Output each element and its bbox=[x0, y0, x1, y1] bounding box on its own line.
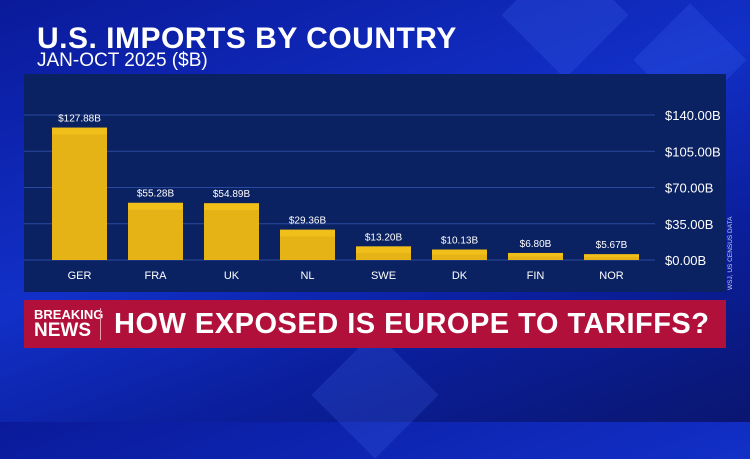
value-label: $5.67B bbox=[596, 240, 628, 251]
value-label: $29.36B bbox=[289, 216, 327, 227]
news-label: NEWS bbox=[34, 320, 91, 341]
value-label: $10.13B bbox=[441, 236, 479, 247]
value-label: $127.88B bbox=[58, 114, 101, 125]
y-tick-label: $70.00B bbox=[665, 181, 713, 196]
source-credit: WSJ, US CENSUS DATA bbox=[727, 216, 734, 290]
banner-headline: HOW EXPOSED IS EUROPE TO TARIFFS? bbox=[114, 308, 710, 340]
x-tick-label: NL bbox=[300, 270, 314, 282]
bar-shade bbox=[432, 254, 487, 260]
bar-shade bbox=[356, 253, 411, 260]
x-tick-label: UK bbox=[224, 270, 240, 282]
y-tick-label: $140.00B bbox=[665, 108, 721, 123]
y-tick-label: $105.00B bbox=[665, 144, 721, 159]
x-tick-label: FRA bbox=[145, 270, 168, 282]
x-tick-label: DK bbox=[452, 270, 468, 282]
value-label: $13.20B bbox=[365, 232, 403, 243]
y-tick-label: $35.00B bbox=[665, 217, 713, 232]
breaking-label: BREAKING bbox=[34, 307, 104, 322]
breaking-news-banner: BREAKING NEWS HOW EXPOSED IS EUROPE TO T… bbox=[24, 300, 726, 348]
chart-title: U.S. IMPORTS BY COUNTRY bbox=[37, 22, 457, 55]
x-tick-label: GER bbox=[68, 270, 92, 282]
x-tick-label: NOR bbox=[599, 270, 624, 282]
x-tick-label: SWE bbox=[371, 270, 396, 282]
bar-shade bbox=[128, 209, 183, 260]
y-tick-label: $0.00B bbox=[665, 253, 706, 268]
bar-shade bbox=[204, 210, 259, 260]
bar-shade bbox=[280, 236, 335, 260]
x-tick-label: FIN bbox=[527, 270, 545, 282]
value-label: $55.28B bbox=[137, 189, 175, 200]
bar-shade bbox=[508, 256, 563, 260]
value-label: $6.80B bbox=[520, 239, 552, 250]
bar-shade bbox=[52, 134, 107, 260]
banner-divider bbox=[100, 308, 101, 340]
bar-shade bbox=[584, 257, 639, 260]
chart-subtitle: JAN-OCT 2025 ($B) bbox=[37, 50, 208, 71]
bar-chart: $0.00B $35.00B $70.00B $105.00B $140.00B $127… bbox=[24, 108, 721, 282]
value-label: $54.89B bbox=[213, 189, 251, 200]
